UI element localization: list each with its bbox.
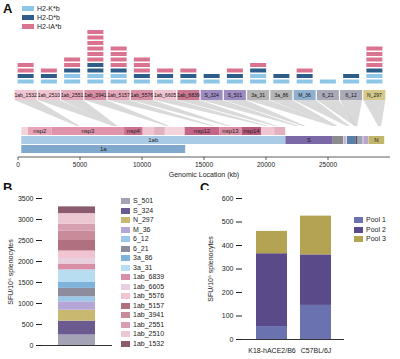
svg-text:200: 200 bbox=[222, 289, 234, 296]
svg-text:A: A bbox=[3, 1, 13, 16]
html-text:1ab_5576: 1ab_5576 bbox=[133, 292, 165, 299]
svg-text:500: 500 bbox=[222, 218, 234, 225]
svg-text:SFU/10⁶ splenocytes: SFU/10⁶ splenocytes bbox=[207, 236, 215, 302]
html-text:M_36: M_36 bbox=[133, 225, 151, 233]
svg-text:2000: 2000 bbox=[18, 258, 34, 265]
svg-text:3a_86: 3a_86 bbox=[274, 92, 288, 98]
svg-text:M_36: M_36 bbox=[298, 92, 311, 98]
svg-text:3000: 3000 bbox=[18, 216, 34, 223]
html-text:6_21: 6_21 bbox=[133, 244, 149, 252]
html-text:Pool 2: Pool 2 bbox=[366, 225, 386, 233]
svg-text:nsp3: nsp3 bbox=[81, 128, 95, 134]
svg-text:1000: 1000 bbox=[18, 300, 34, 307]
html-text:S_324: S_324 bbox=[133, 206, 154, 214]
svg-text:1ab_5576: 1ab_5576 bbox=[131, 92, 153, 98]
svg-text:15000: 15000 bbox=[195, 161, 213, 168]
html-text:1ab_3941: 1ab_3941 bbox=[133, 311, 165, 318]
svg-text:1ab_6605: 1ab_6605 bbox=[154, 92, 176, 98]
svg-text:500: 500 bbox=[22, 321, 34, 328]
html-text:C: C bbox=[200, 180, 210, 195]
svg-text:nsp14: nsp14 bbox=[243, 128, 260, 134]
html-text:1ab_6605: 1ab_6605 bbox=[133, 282, 165, 290]
svg-text:25000: 25000 bbox=[319, 161, 337, 168]
svg-text:0: 0 bbox=[230, 336, 234, 343]
svg-text:S: S bbox=[307, 137, 311, 143]
svg-text:Genomic Location (kb): Genomic Location (kb) bbox=[169, 171, 239, 179]
svg-text:1ab_2551: 1ab_2551 bbox=[61, 92, 83, 98]
html-text:1ab_6839: 1ab_6839 bbox=[133, 273, 165, 280]
svg-text:300: 300 bbox=[222, 265, 234, 272]
svg-text:10000: 10000 bbox=[133, 161, 151, 168]
svg-text:nsp2: nsp2 bbox=[33, 128, 47, 134]
svg-text:SFU/10⁶ splenocytes: SFU/10⁶ splenocytes bbox=[7, 239, 15, 305]
svg-text:1ab_2510: 1ab_2510 bbox=[38, 92, 60, 98]
svg-text:S_324: S_324 bbox=[204, 92, 219, 98]
html-text:1ab_5157: 1ab_5157 bbox=[133, 301, 165, 309]
html-text:N_297: N_297 bbox=[133, 216, 154, 223]
svg-text:K18-hACE2/B6: K18-hACE2/B6 bbox=[248, 347, 296, 354]
svg-text:0: 0 bbox=[30, 342, 34, 349]
html-text:Pool 1: Pool 1 bbox=[366, 216, 386, 223]
svg-text:H2-K*b: H2-K*b bbox=[37, 5, 60, 12]
svg-text:5000: 5000 bbox=[73, 161, 88, 168]
svg-text:1500: 1500 bbox=[18, 279, 34, 286]
html-text:3a_31: 3a_31 bbox=[133, 263, 153, 271]
svg-text:N: N bbox=[374, 137, 378, 143]
svg-text:nsp13: nsp13 bbox=[222, 128, 239, 134]
svg-text:H2-D*b: H2-D*b bbox=[37, 14, 60, 21]
svg-text:0: 0 bbox=[16, 161, 20, 168]
svg-text:1ab_1532: 1ab_1532 bbox=[15, 92, 37, 98]
svg-text:400: 400 bbox=[222, 242, 234, 249]
svg-text:2500: 2500 bbox=[18, 237, 34, 244]
svg-text:6_12: 6_12 bbox=[346, 92, 357, 98]
svg-text:100: 100 bbox=[222, 312, 234, 319]
svg-text:6_21: 6_21 bbox=[322, 92, 333, 98]
svg-text:1a: 1a bbox=[100, 146, 107, 152]
svg-text:600: 600 bbox=[222, 195, 234, 202]
html-text:S_501: S_501 bbox=[133, 197, 154, 204]
html-text:3a_86: 3a_86 bbox=[133, 254, 153, 261]
svg-text:1ab: 1ab bbox=[148, 137, 159, 143]
html-text:6_12: 6_12 bbox=[133, 235, 149, 242]
svg-text:nsp12: nsp12 bbox=[194, 128, 211, 134]
svg-text:20000: 20000 bbox=[257, 161, 275, 168]
svg-text:H2-IA*b: H2-IA*b bbox=[37, 23, 62, 30]
svg-text:S_501: S_501 bbox=[228, 92, 243, 98]
html-text:B: B bbox=[3, 180, 13, 195]
svg-text:1ab_6839: 1ab_6839 bbox=[177, 92, 199, 98]
svg-text:1ab_3941: 1ab_3941 bbox=[84, 92, 106, 98]
svg-text:3a_31: 3a_31 bbox=[251, 92, 265, 98]
html-text:Pool 3: Pool 3 bbox=[366, 235, 386, 242]
svg-text:nsp4: nsp4 bbox=[127, 128, 141, 134]
svg-text:1ab_5157: 1ab_5157 bbox=[108, 92, 130, 98]
svg-text:3500: 3500 bbox=[18, 195, 34, 202]
html-text:1ab_1532: 1ab_1532 bbox=[133, 339, 165, 347]
html-text:1ab_2551: 1ab_2551 bbox=[133, 320, 165, 328]
html-text:1ab_2510: 1ab_2510 bbox=[133, 330, 165, 337]
svg-text:C57BL/6J: C57BL/6J bbox=[301, 347, 332, 354]
svg-text:N_297: N_297 bbox=[367, 92, 382, 98]
